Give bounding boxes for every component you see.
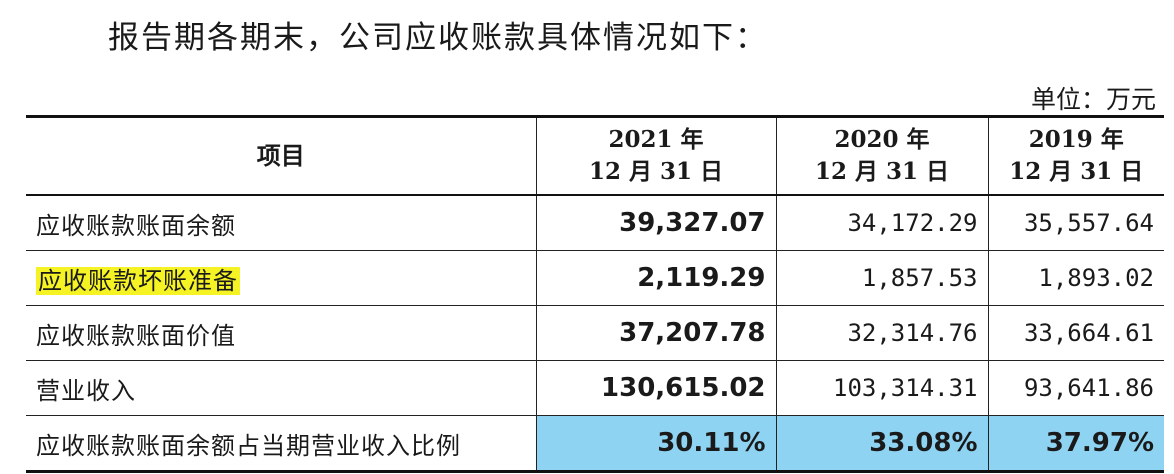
row-label: 营业收入	[26, 360, 537, 416]
header-2019: 2019 年 12 月 31 日	[987, 116, 1164, 196]
cell-2021: 2,119.29	[535, 250, 777, 306]
receivables-table: 项目 2021 年 12 月 31 日 2020 年 12 月 31 日 201…	[26, 115, 1164, 473]
cell-2019: 35,557.64	[987, 194, 1164, 251]
cell-2019: 93,641.86	[987, 360, 1164, 416]
cell-2021: 30.11%	[535, 415, 777, 472]
cell-2020: 1,857.53	[775, 250, 989, 306]
cell-2019: 1,893.02	[987, 250, 1164, 306]
header-2019-date: 12 月 31 日	[1009, 158, 1144, 185]
row-label: 应收账款账面价值	[26, 305, 537, 361]
cell-2020: 33.08%	[775, 415, 989, 472]
table-header-row: 项目 2021 年 12 月 31 日 2020 年 12 月 31 日 201…	[26, 116, 1164, 196]
cell-2020: 32,314.76	[775, 305, 989, 361]
header-item: 项目	[26, 116, 537, 196]
unit-label: 单位：万元	[1030, 85, 1156, 114]
cell-2021: 130,615.02	[535, 360, 777, 416]
header-2021: 2021 年 12 月 31 日	[535, 116, 777, 196]
cell-2021: 37,207.78	[535, 305, 777, 361]
row-label: 应收账款账面余额占当期营业收入比例	[26, 415, 537, 472]
row-label: 应收账款账面余额	[26, 194, 537, 251]
table-row: 应收账款账面价值 37,207.78 32,314.76 33,664.61	[26, 305, 1164, 361]
header-2020-year: 2020 年	[834, 126, 930, 153]
header-2020-date: 12 月 31 日	[814, 158, 950, 185]
cell-2021: 39,327.07	[535, 194, 777, 251]
cell-2019: 37.97%	[987, 415, 1164, 472]
cell-2020: 34,172.29	[775, 194, 989, 251]
row-label: 应收账款坏账准备	[26, 250, 537, 306]
header-2019-year: 2019 年	[1028, 126, 1124, 153]
header-2021-date: 12 月 31 日	[588, 158, 724, 185]
table-row: 应收账款账面余额 39,327.07 34,172.29 35,557.64	[26, 194, 1164, 251]
header-2020: 2020 年 12 月 31 日	[775, 116, 989, 196]
intro-text: 报告期各期末，公司应收账款具体情况如下：	[108, 20, 768, 56]
table-row: 营业收入 130,615.02 103,314.31 93,641.86	[26, 360, 1164, 416]
header-2021-year: 2021 年	[608, 126, 704, 153]
table-row: 应收账款账面余额占当期营业收入比例 30.11% 33.08% 37.97%	[26, 415, 1164, 472]
table-row: 应收账款坏账准备 2,119.29 1,857.53 1,893.02	[26, 250, 1164, 306]
highlighted-label: 应收账款坏账准备	[36, 266, 240, 295]
cell-2020: 103,314.31	[775, 360, 989, 416]
cell-2019: 33,664.61	[987, 305, 1164, 361]
